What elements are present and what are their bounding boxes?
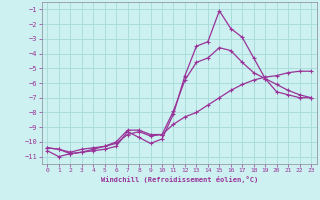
X-axis label: Windchill (Refroidissement éolien,°C): Windchill (Refroidissement éolien,°C) (100, 176, 258, 183)
